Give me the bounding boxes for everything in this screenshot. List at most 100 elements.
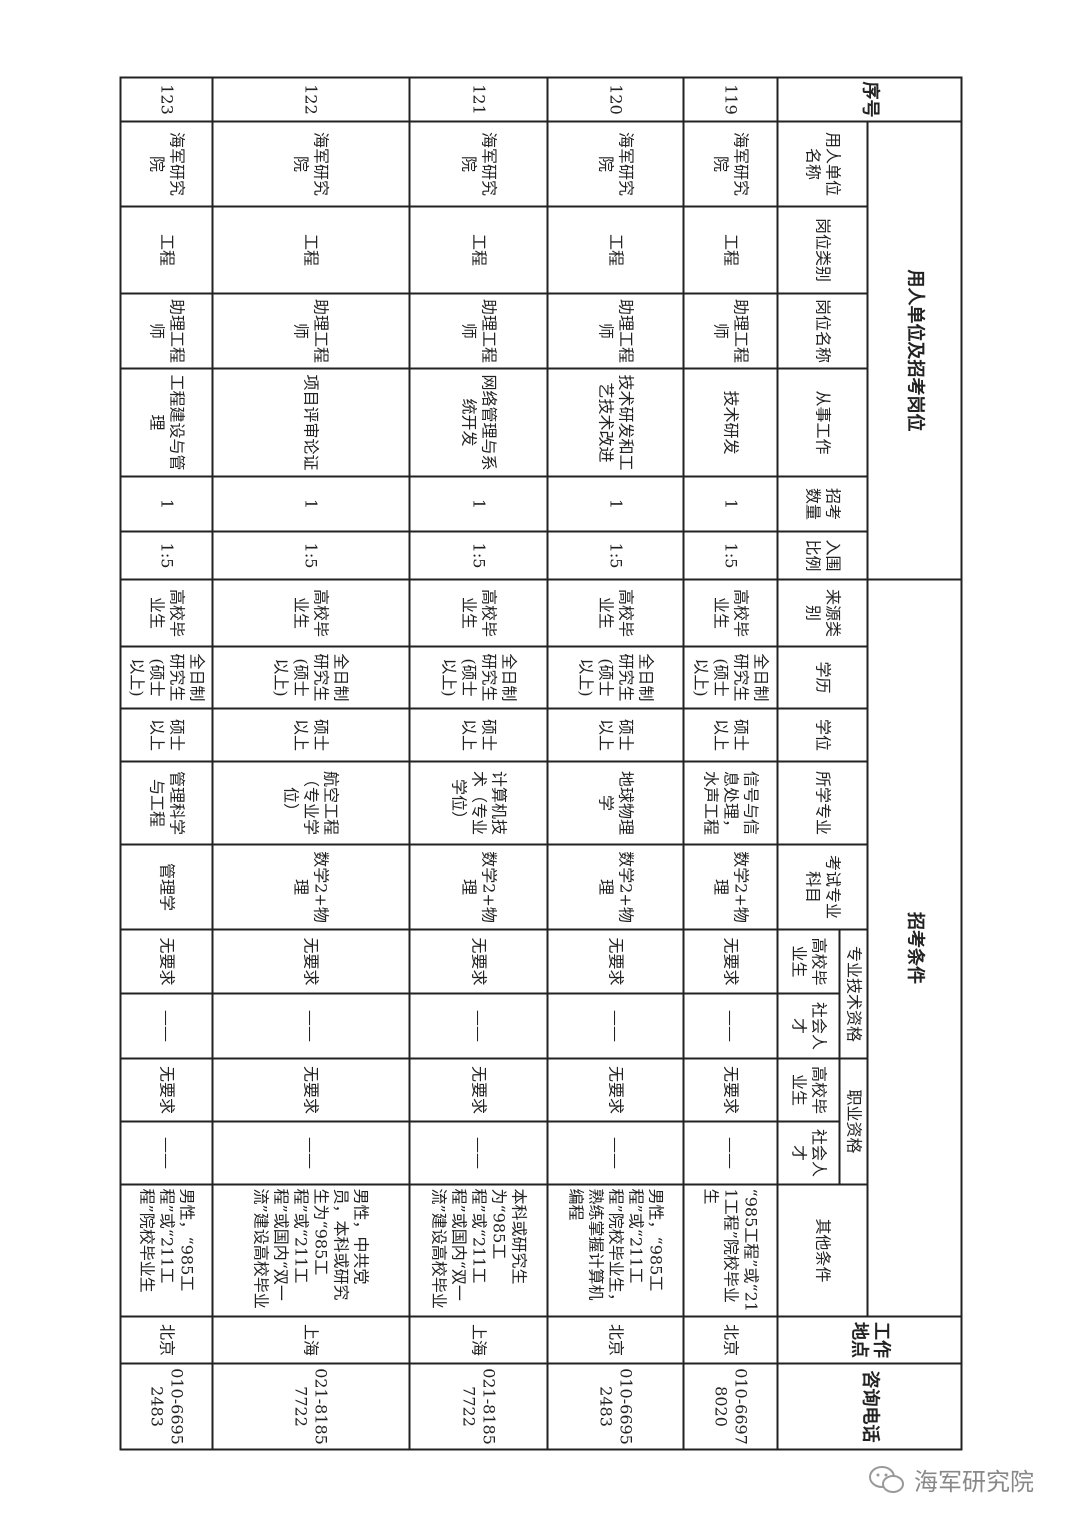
cell-tech-social: ——	[212, 993, 409, 1059]
cell-post-name: 助理工程师	[547, 293, 683, 368]
cell-ratio: 1:5	[212, 531, 409, 580]
cell-tech-social: ——	[120, 993, 212, 1059]
cell-unit: 海军研究院	[212, 121, 409, 206]
cell-exam: 数学2+物理	[409, 844, 547, 930]
cell-tech-social: ——	[409, 993, 547, 1059]
cell-voc-grad: 无要求	[683, 1058, 777, 1122]
cell-work: 技术研发	[683, 368, 777, 476]
cell-work: 网络管理与系统开发	[409, 368, 547, 476]
cell-major: 地球物理学	[547, 761, 683, 845]
header-exam: 考试专业科目	[777, 844, 867, 930]
cell-education: 全日制研究生(硕士以上)	[547, 646, 683, 709]
cell-education: 全日制研究生(硕士以上)	[409, 646, 547, 709]
cell-count: 1	[120, 476, 212, 531]
cell-unit: 海军研究院	[547, 121, 683, 206]
cell-location: 上海	[212, 1316, 409, 1364]
cell-post-type: 工程	[409, 206, 547, 293]
cell-tech-grad: 无要求	[409, 929, 547, 994]
cell-unit: 海军研究院	[683, 121, 777, 206]
cell-post-name: 助理工程师	[409, 293, 547, 368]
recruitment-table-rotated: 序号 用人单位及招考岗位 招考条件 工作地点 咨询电话 用人单位名称 岗位类别 …	[119, 76, 962, 1450]
cell-degree: 硕士以上	[212, 708, 409, 762]
cell-major: 计算机技术（专业学位）	[409, 761, 547, 845]
cell-post-type: 工程	[547, 206, 683, 293]
cell-post-type: 工程	[683, 206, 777, 293]
cell-source: 高校毕业生	[547, 579, 683, 647]
cell-degree: 硕士以上	[683, 708, 777, 762]
cell-degree: 硕士以上	[547, 708, 683, 762]
cell-education: 全日制研究生(硕士以上)	[212, 646, 409, 709]
cell-voc-social: ——	[683, 1121, 777, 1185]
cell-other: 男性，中共党员，本科或研究生为“985工程”或“211工程”或国内“双一流”建设…	[212, 1184, 409, 1317]
wechat-icon	[869, 1465, 904, 1493]
cell-other: 男性，“985工程”或“211工程”院校毕业生，熟练掌握计算机编程	[547, 1184, 683, 1317]
header-post-name: 岗位名称	[777, 293, 867, 368]
cell-phone: 010-66978020	[683, 1363, 777, 1450]
cell-voc-grad: 无要求	[547, 1058, 683, 1122]
cell-work: 工程建设与管理	[120, 368, 212, 476]
cell-degree: 硕士以上	[120, 708, 212, 762]
cell-exam: 管理学	[120, 844, 212, 930]
cell-ratio: 1:5	[683, 531, 777, 580]
header-major: 所学专业	[777, 761, 867, 845]
cell-major: 管理科学与工程	[120, 761, 212, 845]
cell-tech-social: ——	[547, 993, 683, 1059]
cell-exam: 数学2+物理	[547, 844, 683, 930]
cell-source: 高校毕业生	[120, 579, 212, 647]
cell-phone: 010-66952483	[547, 1363, 683, 1450]
header-voc-qual: 职业资格	[839, 1058, 867, 1185]
cell-count: 1	[547, 476, 683, 531]
table-row: 123 海军研究院 工程 助理工程师 工程建设与管理 1 1:5 高校毕业生 全日制研究生(硕士…	[120, 77, 212, 1450]
cell-voc-social: ——	[212, 1121, 409, 1185]
cell-tech-grad: 无要求	[212, 929, 409, 994]
cell-post-name: 助理工程师	[120, 293, 212, 368]
header-count: 招考数量	[777, 476, 867, 531]
cell-voc-social: ——	[547, 1121, 683, 1185]
header-source: 来源类别	[777, 579, 867, 647]
cell-voc-social: ——	[409, 1121, 547, 1185]
cell-other: “985工程”或“211工程”院校毕业生	[683, 1184, 777, 1317]
cell-source: 高校毕业生	[409, 579, 547, 647]
cell-voc-grad: 无要求	[120, 1058, 212, 1122]
header-other: 其他条件	[777, 1184, 867, 1317]
cell-ratio: 1:5	[120, 531, 212, 580]
cell-exam: 数学2+物理	[212, 844, 409, 930]
cell-seq: 120	[547, 77, 683, 121]
cell-major: 信号与信息处理，水声工程	[683, 761, 777, 845]
header-phone: 咨询电话	[777, 1363, 961, 1450]
header-seq: 序号	[777, 77, 961, 121]
header-group-conditions: 招考条件	[867, 579, 961, 1317]
cell-source: 高校毕业生	[212, 579, 409, 647]
cell-major: 航空工程（专业学位）	[212, 761, 409, 845]
header-tech-qual: 专业技术资格	[839, 929, 867, 1059]
watermark: 海军研究院	[868, 1462, 1034, 1497]
header-education: 学历	[777, 646, 867, 709]
cell-seq: 119	[683, 77, 777, 121]
cell-degree: 硕士以上	[409, 708, 547, 762]
cell-post-name: 助理工程师	[683, 293, 777, 368]
cell-education: 全日制研究生(硕士以上)	[683, 646, 777, 709]
cell-voc-grad: 无要求	[409, 1058, 547, 1122]
cell-seq: 123	[120, 77, 212, 121]
cell-phone: 021-81857722	[212, 1363, 409, 1450]
cell-tech-grad: 无要求	[683, 929, 777, 994]
cell-tech-grad: 无要求	[547, 929, 683, 994]
cell-work: 项目评审论证	[212, 368, 409, 476]
table-row: 121 海军研究院 工程 助理工程师 网络管理与系统开发 1 1:5 高校毕业生 全日制研究生(…	[409, 77, 547, 1450]
cell-unit: 海军研究院	[409, 121, 547, 206]
header-degree: 学位	[777, 708, 867, 762]
cell-voc-social: ——	[120, 1121, 212, 1185]
header-tech-social: 社会人才	[777, 993, 839, 1059]
cell-exam: 数学2+物理	[683, 844, 777, 930]
cell-ratio: 1:5	[409, 531, 547, 580]
recruitment-table: 序号 用人单位及招考岗位 招考条件 工作地点 咨询电话 用人单位名称 岗位类别 …	[119, 76, 962, 1450]
cell-unit: 海军研究院	[120, 121, 212, 206]
cell-seq: 122	[212, 77, 409, 121]
cell-tech-social: ——	[683, 993, 777, 1059]
cell-work: 技术研发和工艺技术改进	[547, 368, 683, 476]
cell-source: 高校毕业生	[683, 579, 777, 647]
cell-post-type: 工程	[212, 206, 409, 293]
cell-education: 全日制研究生(硕士以上)	[120, 646, 212, 709]
header-ratio: 入围比例	[777, 531, 867, 580]
header-voc-grad: 高校毕业生	[777, 1058, 839, 1122]
